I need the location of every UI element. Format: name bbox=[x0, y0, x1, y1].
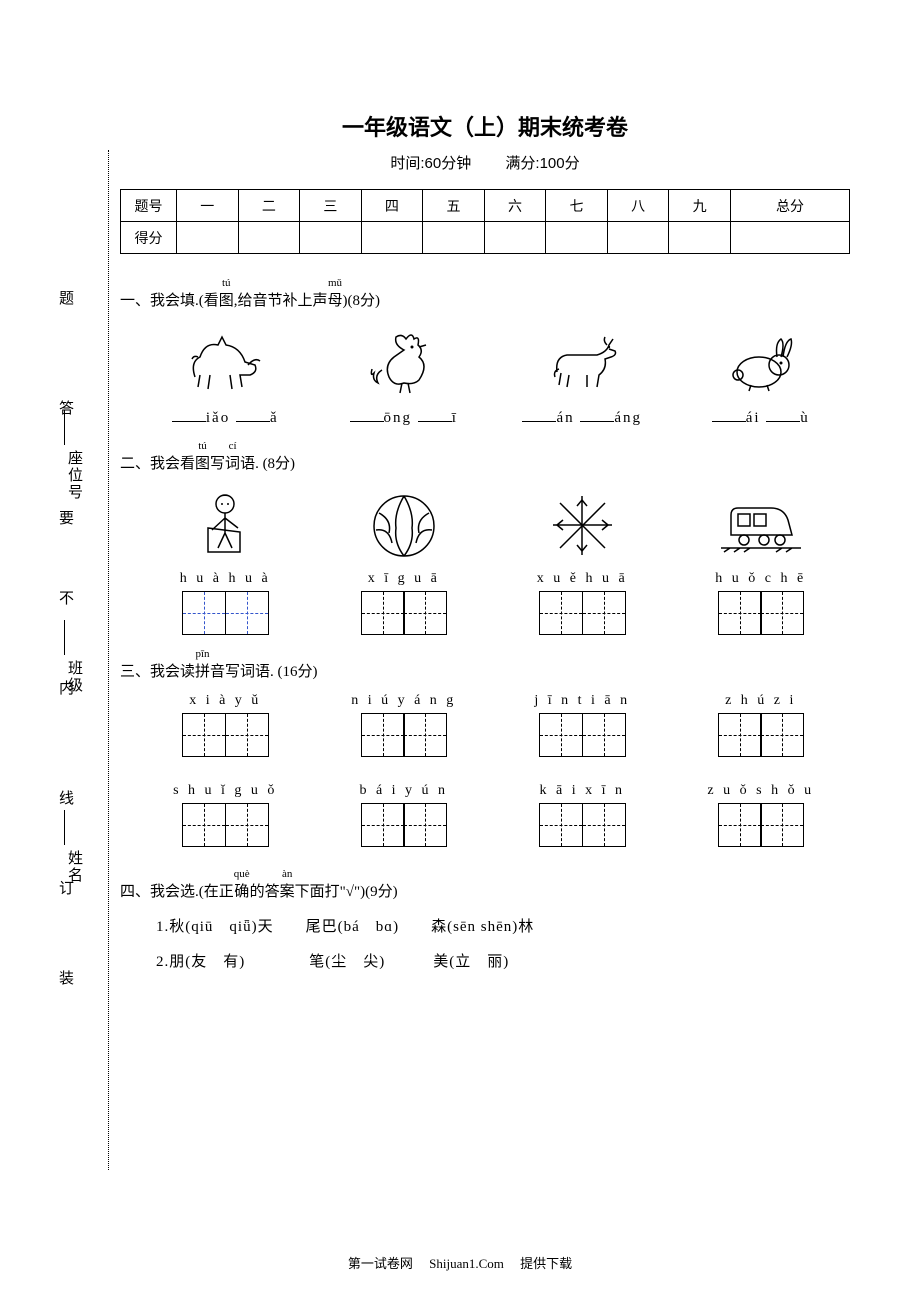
answer-boxes bbox=[493, 591, 672, 635]
char-box[interactable] bbox=[760, 803, 804, 847]
answer-boxes bbox=[315, 713, 494, 757]
q3-item: j ī n t i ā n bbox=[493, 693, 672, 757]
watermelon-icon bbox=[315, 485, 494, 565]
table-header-row: 题号 一二 三四 五六 七八 九总分 bbox=[121, 190, 850, 222]
q3-item: b á i y ú n bbox=[315, 783, 494, 847]
pinyin-label: h u ǒ c h ē bbox=[672, 571, 851, 587]
char-box[interactable] bbox=[582, 713, 626, 757]
answer-boxes bbox=[136, 591, 315, 635]
q2-row: h u à h u à x ī g u ā x u ě h u ā h u ǒ … bbox=[136, 485, 850, 635]
q1-item: ōng ī bbox=[315, 322, 494, 427]
q1-item: iǎo ǎ bbox=[136, 322, 315, 427]
char-box[interactable] bbox=[225, 591, 269, 635]
pinyin-blanks[interactable]: ōng ī bbox=[315, 408, 494, 427]
char-box[interactable] bbox=[539, 713, 583, 757]
child-icon bbox=[136, 485, 315, 565]
char-box[interactable] bbox=[718, 713, 762, 757]
goat-icon bbox=[493, 322, 672, 402]
pinyin-label: k ā i x ī n bbox=[493, 783, 672, 799]
train-icon bbox=[672, 485, 851, 565]
q2-item: h u ǒ c h ē bbox=[672, 485, 851, 635]
char-box[interactable] bbox=[760, 591, 804, 635]
q1-item: ái ù bbox=[672, 322, 851, 427]
pinyin-blanks[interactable]: iǎo ǎ bbox=[136, 408, 315, 427]
char-box[interactable] bbox=[182, 591, 226, 635]
char-box[interactable] bbox=[539, 803, 583, 847]
q1-row: iǎo ǎ ōng ī án áng ái ù bbox=[136, 322, 850, 427]
q3-row-1: x i à y ǔ n i ú y á n g j ī n t i ā n z … bbox=[136, 693, 850, 757]
exam-subtitle: 时间:60分钟 满分:100分 bbox=[120, 152, 850, 173]
char-box[interactable] bbox=[403, 713, 447, 757]
char-box[interactable] bbox=[403, 803, 447, 847]
char-box[interactable] bbox=[582, 591, 626, 635]
pinyin-label: s h u ǐ g u ǒ bbox=[136, 783, 315, 799]
rooster-icon bbox=[315, 322, 494, 402]
char-box[interactable] bbox=[182, 803, 226, 847]
char-box[interactable] bbox=[760, 713, 804, 757]
answer-boxes bbox=[136, 713, 315, 757]
q2-heading: 二、我会看tú图写cí词语. (8分) bbox=[120, 441, 850, 473]
score-label: 得分 bbox=[121, 222, 177, 254]
char-box[interactable] bbox=[403, 591, 447, 635]
exam-page: 一年级语文（上）期末统考卷 时间:60分钟 满分:100分 题号 一二 三四 五… bbox=[0, 0, 920, 1025]
pinyin-label: x i à y ǔ bbox=[136, 693, 315, 709]
answer-boxes bbox=[493, 713, 672, 757]
exam-title: 一年级语文（上）期末统考卷 bbox=[120, 110, 850, 142]
page-footer: 第一试卷网 Shijuan1.Com 提供下载 bbox=[0, 1253, 920, 1272]
q2-item: h u à h u à bbox=[136, 485, 315, 635]
q3-item: z u ǒ s h ǒ u bbox=[672, 783, 851, 847]
q4-line-1: 1.秋(qiū qiǖ)天 尾巴(bá bɑ) 森(sēn shēn)林 bbox=[156, 915, 850, 936]
pinyin-blanks[interactable]: án áng bbox=[493, 408, 672, 427]
pinyin-label: x ī g u ā bbox=[315, 571, 494, 587]
char-box[interactable] bbox=[718, 803, 762, 847]
answer-boxes bbox=[672, 713, 851, 757]
pinyin-label: b á i y ú n bbox=[315, 783, 494, 799]
q1-heading: 一、我会填.(看tú图,给音节补上声mǔ母)(8分) bbox=[120, 278, 850, 310]
q4-line-2: 2.朋(友 有) 笔(尘 尖) 美(立 丽) bbox=[156, 950, 850, 971]
pinyin-label: n i ú y á n g bbox=[315, 693, 494, 709]
q3-item: n i ú y á n g bbox=[315, 693, 494, 757]
answer-boxes bbox=[672, 803, 851, 847]
answer-boxes bbox=[136, 803, 315, 847]
pinyin-label: j ī n t i ā n bbox=[493, 693, 672, 709]
answer-boxes bbox=[315, 803, 494, 847]
pinyin-label: h u à h u à bbox=[136, 571, 315, 587]
horse-icon bbox=[136, 322, 315, 402]
q3-item: s h u ǐ g u ǒ bbox=[136, 783, 315, 847]
rabbit-icon bbox=[672, 322, 851, 402]
char-box[interactable] bbox=[361, 591, 405, 635]
full-score: 满分:100分 bbox=[505, 155, 579, 172]
char-box[interactable] bbox=[225, 713, 269, 757]
q3-heading: 三、我会读pīn拼音写词语. (16分) bbox=[120, 649, 850, 681]
q3-item: x i à y ǔ bbox=[136, 693, 315, 757]
pinyin-label: z u ǒ s h ǒ u bbox=[672, 783, 851, 799]
q2-item: x u ě h u ā bbox=[493, 485, 672, 635]
q1-item: án áng bbox=[493, 322, 672, 427]
table-score-row: 得分 bbox=[121, 222, 850, 254]
q4-heading: 四、我会选.(在正què确的答àn案下面打"√")(9分) bbox=[120, 869, 850, 901]
q3-item: k ā i x ī n bbox=[493, 783, 672, 847]
q2-item: x ī g u ā bbox=[315, 485, 494, 635]
pinyin-label: x u ě h u ā bbox=[493, 571, 672, 587]
q3-item: z h ú z i bbox=[672, 693, 851, 757]
col-label: 题号 bbox=[121, 190, 177, 222]
answer-boxes bbox=[315, 591, 494, 635]
q3-row-2: s h u ǐ g u ǒ b á i y ú n k ā i x ī n z … bbox=[136, 783, 850, 847]
answer-boxes bbox=[493, 803, 672, 847]
char-box[interactable] bbox=[539, 591, 583, 635]
time-limit: 时间:60分钟 bbox=[390, 155, 471, 172]
char-box[interactable] bbox=[718, 591, 762, 635]
pinyin-label: z h ú z i bbox=[672, 693, 851, 709]
char-box[interactable] bbox=[361, 713, 405, 757]
char-box[interactable] bbox=[582, 803, 626, 847]
char-box[interactable] bbox=[182, 713, 226, 757]
pinyin-blanks[interactable]: ái ù bbox=[672, 408, 851, 427]
char-box[interactable] bbox=[225, 803, 269, 847]
snowflake-icon bbox=[493, 485, 672, 565]
score-table: 题号 一二 三四 五六 七八 九总分 得分 bbox=[120, 189, 850, 254]
char-box[interactable] bbox=[361, 803, 405, 847]
answer-boxes bbox=[672, 591, 851, 635]
